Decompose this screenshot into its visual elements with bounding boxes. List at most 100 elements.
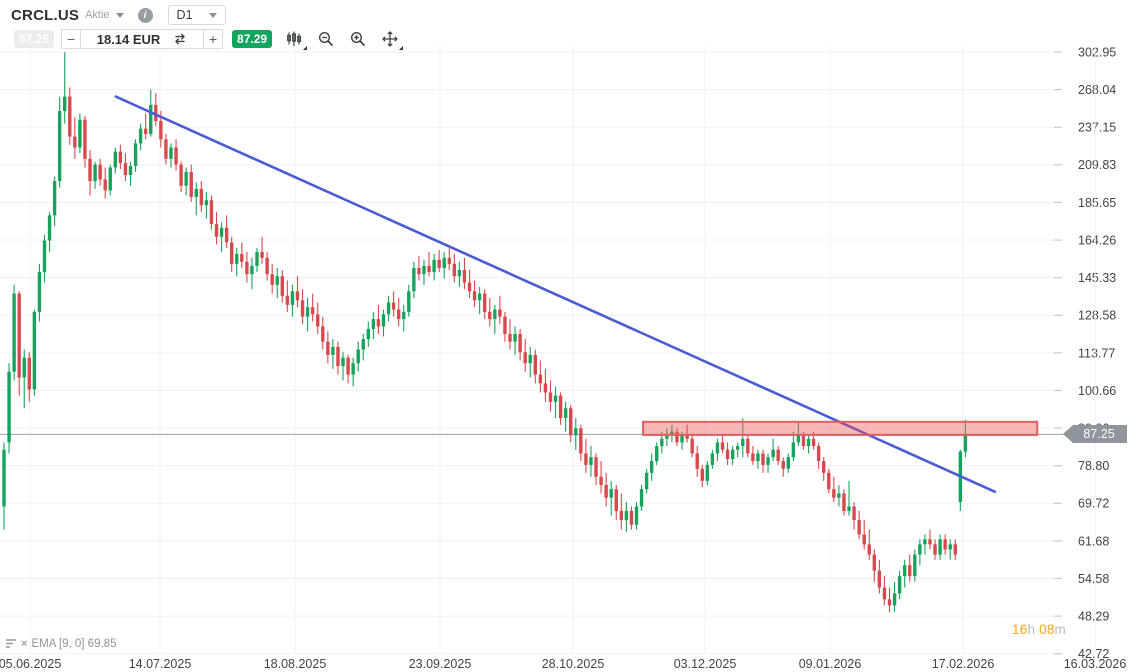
- candle-body: [402, 311, 406, 320]
- candle-body: [285, 295, 290, 305]
- candle-body: [12, 293, 16, 372]
- candle-body: [98, 164, 102, 180]
- volume-field[interactable]: 18.14 EUR: [81, 29, 204, 49]
- candle-body: [908, 565, 912, 577]
- candle-body: [472, 291, 477, 301]
- pan-mode-button[interactable]: [380, 30, 404, 50]
- candle-body: [771, 449, 775, 458]
- candle-body: [751, 453, 755, 462]
- candle-body: [569, 408, 573, 436]
- candle-body: [17, 293, 21, 378]
- candle-body: [452, 263, 457, 277]
- candle-body: [63, 96, 67, 112]
- candle-body: [128, 166, 133, 175]
- price-tick-label: 61.68: [1078, 534, 1109, 548]
- increase-button[interactable]: +: [203, 29, 224, 49]
- candle-body: [609, 489, 613, 498]
- candle-body: [579, 428, 583, 454]
- candle-body: [310, 307, 315, 315]
- date-tick-label: 05.06.2025: [0, 657, 61, 671]
- candle-body: [518, 333, 522, 353]
- candle-body: [209, 200, 214, 225]
- buy-price-button[interactable]: 87.29: [232, 30, 273, 48]
- candle-body: [194, 188, 198, 197]
- candle-body: [933, 544, 937, 555]
- candle-body: [432, 259, 436, 273]
- candle-body: [179, 164, 183, 186]
- zoom-out-icon: [319, 31, 333, 46]
- candle-body: [52, 181, 57, 216]
- candle-body: [138, 128, 143, 144]
- zoom-out-button[interactable]: [316, 30, 336, 48]
- candle-body: [214, 224, 219, 237]
- candle-body: [746, 438, 750, 454]
- chart-type-button[interactable]: [284, 30, 308, 50]
- candle-body: [477, 293, 482, 301]
- resistance-zone[interactable]: [642, 420, 1039, 436]
- candle-body: [103, 179, 107, 191]
- candle-body: [943, 539, 947, 550]
- price-tick-label: 78.80: [1078, 459, 1109, 473]
- remove-indicator-icon[interactable]: ×: [21, 637, 28, 650]
- price-tick-label: 209.83: [1078, 158, 1116, 172]
- candle-body: [275, 276, 279, 285]
- trendline[interactable]: [114, 95, 997, 494]
- candle-body: [619, 510, 624, 521]
- decrease-button[interactable]: −: [61, 29, 82, 49]
- candle-body: [857, 520, 861, 535]
- candle-body: [695, 453, 699, 469]
- candle-body: [574, 428, 578, 436]
- price-tick-label: 113.77: [1078, 346, 1115, 360]
- candle-body: [761, 453, 765, 465]
- candle-body: [164, 139, 168, 159]
- indicator-settings-icon[interactable]: [5, 638, 17, 649]
- candle-body: [386, 302, 391, 315]
- candle-body: [811, 438, 816, 447]
- timeframe-select[interactable]: D1: [167, 5, 226, 25]
- candle-body: [887, 599, 892, 606]
- candle-body: [882, 587, 887, 600]
- candle-body: [827, 472, 831, 490]
- candle-body: [235, 253, 239, 264]
- price-tick-label: 302.95: [1078, 45, 1116, 59]
- volume-stepper: − 18.14 EUR +: [61, 29, 224, 49]
- candle-body: [366, 328, 371, 340]
- price-tick-label: 42.72: [1078, 647, 1109, 661]
- candle-body: [528, 354, 532, 364]
- trade-toolbar: 87.25 − 18.14 EUR + 87.29: [14, 29, 404, 50]
- refresh-icon[interactable]: [173, 32, 187, 46]
- symbol-dropdown[interactable]: CRCL.US Aktie: [11, 7, 124, 24]
- candle-body: [948, 544, 952, 550]
- candle-body: [447, 257, 451, 264]
- candle-body: [847, 506, 851, 511]
- zoom-in-button[interactable]: [348, 30, 368, 48]
- candle-body: [503, 316, 507, 334]
- chart-header: CRCL.US Aktie i D1: [11, 4, 226, 26]
- date-tick-label: 09.01.2026: [799, 657, 862, 671]
- candle-body: [32, 311, 37, 390]
- candle-body: [938, 539, 942, 555]
- candle-body: [270, 274, 274, 285]
- candle-body: [655, 446, 659, 462]
- candle-body: [675, 431, 679, 443]
- candle-body: [498, 309, 502, 317]
- instrument-type-label: Aktie: [85, 9, 110, 21]
- candle-body: [756, 453, 760, 462]
- info-icon[interactable]: i: [137, 7, 153, 23]
- candle-body: [442, 257, 446, 268]
- candle-body: [816, 446, 821, 462]
- candle-body: [427, 265, 431, 273]
- sell-price-button[interactable]: 87.25: [14, 30, 55, 48]
- candle-body: [376, 319, 381, 327]
- candle-body: [599, 476, 603, 485]
- candle-body: [189, 171, 193, 197]
- candle-body: [113, 151, 118, 168]
- price-tick-label: 54.58: [1078, 572, 1109, 586]
- candle-body: [553, 395, 558, 402]
- candle-body: [776, 449, 780, 462]
- candle-body: [832, 489, 836, 498]
- countdown-minutes-unit: m: [1054, 622, 1066, 637]
- candle-body: [457, 269, 462, 277]
- candle-body: [7, 371, 11, 443]
